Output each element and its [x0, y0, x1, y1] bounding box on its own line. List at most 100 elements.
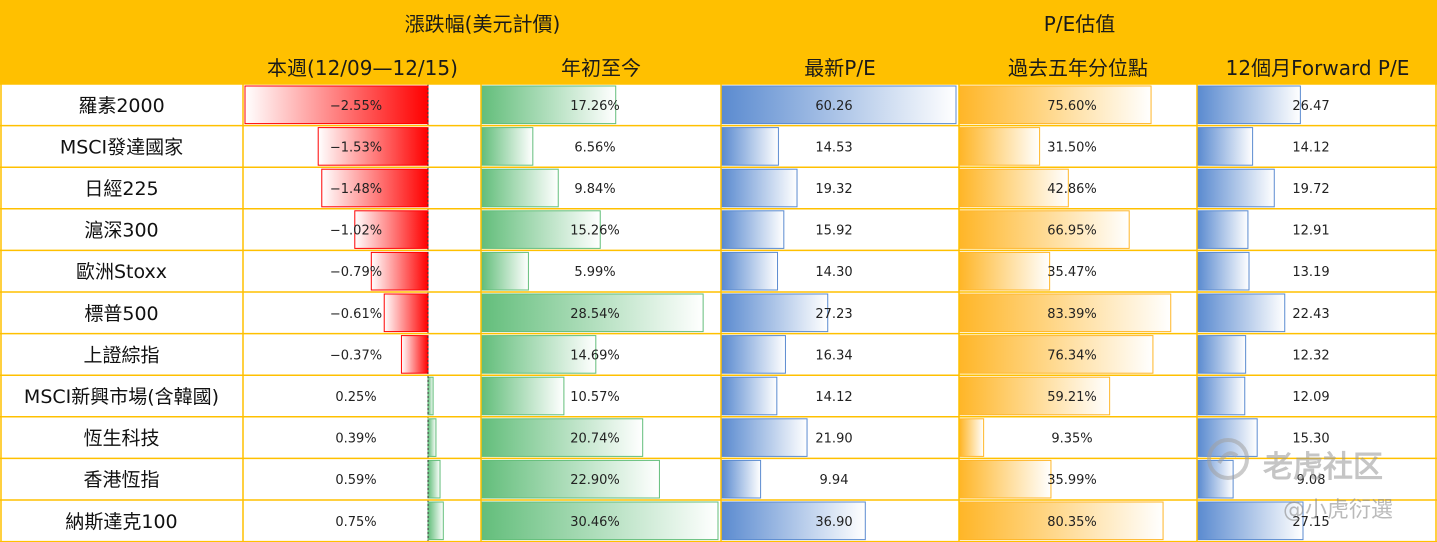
pe-bar: [721, 251, 779, 291]
week-change-label: −1.48%: [330, 182, 382, 197]
forward-pe-label: 27.15: [1292, 515, 1329, 530]
week-change-bar: [383, 293, 429, 333]
week-change-bar: [321, 168, 429, 208]
ytd-label: 20.74%: [570, 432, 620, 447]
week-change-bar: [427, 418, 437, 457]
labels-layer: 羅素2000 −2.55% 17.26% 60.26 75.60% 26.47 MSCI發達…: [24, 95, 1330, 533]
percentile-bar: [959, 210, 1130, 249]
percentile-label: 35.47%: [1047, 265, 1097, 280]
pe-label: 27.23: [815, 307, 852, 322]
ytd-bar: [481, 210, 601, 249]
week-change-label: 0.75%: [335, 515, 376, 530]
pe-bar: [721, 85, 957, 125]
forward-pe-bar: [1197, 251, 1250, 291]
percentile-bar: [959, 501, 1164, 541]
week-change-bar: [427, 459, 441, 499]
percentile-bar: [959, 168, 1069, 208]
column-header-ytd: 年初至今: [561, 56, 641, 80]
week-change-bar: [427, 501, 444, 541]
forward-pe-label: 12.91: [1292, 224, 1329, 239]
percentile-label: 80.35%: [1047, 515, 1097, 530]
pe-label: 9.94: [820, 473, 849, 488]
ytd-label: 9.84%: [574, 182, 615, 197]
percentile-bar: [959, 418, 985, 457]
index-name: 歐洲Stoxx: [76, 261, 167, 283]
index-name: 滬深300: [84, 220, 158, 242]
pe-bar: [721, 376, 778, 416]
group-header-pe: P/E估值: [1043, 12, 1116, 36]
week-change-bar: [317, 127, 429, 166]
percentile-bar: [959, 335, 1154, 374]
ytd-bar: [481, 418, 644, 457]
pe-label: 36.90: [815, 515, 852, 530]
week-change-label: −0.37%: [330, 348, 382, 363]
pe-bar: [721, 127, 779, 166]
bars-layer: [244, 85, 1304, 541]
pe-label: 60.26: [815, 99, 852, 114]
forward-pe-label: 15.30: [1292, 432, 1329, 447]
ytd-label: 28.54%: [570, 307, 620, 322]
forward-pe-label: 12.32: [1292, 348, 1329, 363]
week-change-label: 0.39%: [335, 432, 376, 447]
forward-pe-label: 12.09: [1292, 390, 1329, 405]
ytd-bar: [481, 459, 660, 499]
index-name: 標普500: [84, 303, 158, 325]
forward-pe-bar: [1197, 127, 1254, 166]
percentile-bar: [959, 85, 1152, 125]
forward-pe-bar: [1197, 501, 1304, 541]
forward-pe-label: 22.43: [1292, 307, 1329, 322]
week-change-bar: [400, 335, 429, 374]
forward-pe-label: 9.08: [1297, 473, 1326, 488]
ytd-label: 6.56%: [574, 140, 615, 155]
pe-bar: [721, 418, 808, 457]
forward-pe-bar: [1197, 376, 1246, 416]
ytd-label: 15.26%: [570, 224, 620, 239]
group-header-change: 漲跌幅(美元計價): [404, 12, 561, 36]
ytd-bar: [481, 127, 534, 166]
pe-label: 15.92: [815, 224, 852, 239]
ytd-bar: [481, 168, 559, 208]
ytd-bar: [481, 85, 617, 125]
ytd-label: 22.90%: [570, 473, 620, 488]
percentile-bar: [959, 376, 1111, 416]
week-change-label: −1.02%: [330, 224, 382, 239]
percentile-label: 42.86%: [1047, 182, 1097, 197]
column-header-forward-pe: 12個月Forward P/E: [1225, 56, 1410, 80]
index-name: 香港恆指: [83, 469, 159, 491]
ytd-bar: [481, 251, 529, 291]
forward-pe-bar: [1197, 459, 1234, 499]
forward-pe-label: 14.12: [1292, 140, 1329, 155]
percentile-label: 9.35%: [1051, 432, 1092, 447]
pe-label: 21.90: [815, 432, 852, 447]
week-change-label: 0.59%: [335, 473, 376, 488]
percentile-bar: [959, 127, 1041, 166]
index-name: 恆生科技: [83, 428, 159, 450]
forward-pe-label: 19.72: [1292, 182, 1329, 197]
percentile-label: 83.39%: [1047, 307, 1097, 322]
index-name: 日經225: [84, 178, 158, 200]
week-change-label: −1.53%: [330, 140, 382, 155]
ytd-bar: [481, 293, 704, 333]
pe-bar: [721, 293, 829, 333]
ytd-label: 10.57%: [570, 390, 620, 405]
ytd-bar: [481, 501, 719, 541]
forward-pe-label: 13.19: [1292, 265, 1329, 280]
pe-label: 19.32: [815, 182, 852, 197]
forward-pe-bar: [1197, 210, 1249, 249]
week-change-bar: [244, 85, 429, 125]
index-name: 羅素2000: [78, 95, 164, 117]
week-change-bar: [427, 376, 434, 416]
forward-pe-bar: [1197, 168, 1275, 208]
ytd-bar: [481, 335, 597, 374]
pe-bar: [721, 210, 785, 249]
forward-pe-bar: [1197, 293, 1286, 333]
pe-label: 14.53: [815, 140, 852, 155]
ytd-label: 5.99%: [574, 265, 615, 280]
forward-pe-label: 26.47: [1292, 99, 1329, 114]
index-name: MSCI發達國家: [60, 136, 183, 158]
column-header-pe: 最新P/E: [804, 56, 876, 80]
column-header-week: 本週(12/09—12/15): [267, 56, 458, 80]
week-change-label: 0.25%: [335, 390, 376, 405]
percentile-label: 35.99%: [1047, 473, 1097, 488]
